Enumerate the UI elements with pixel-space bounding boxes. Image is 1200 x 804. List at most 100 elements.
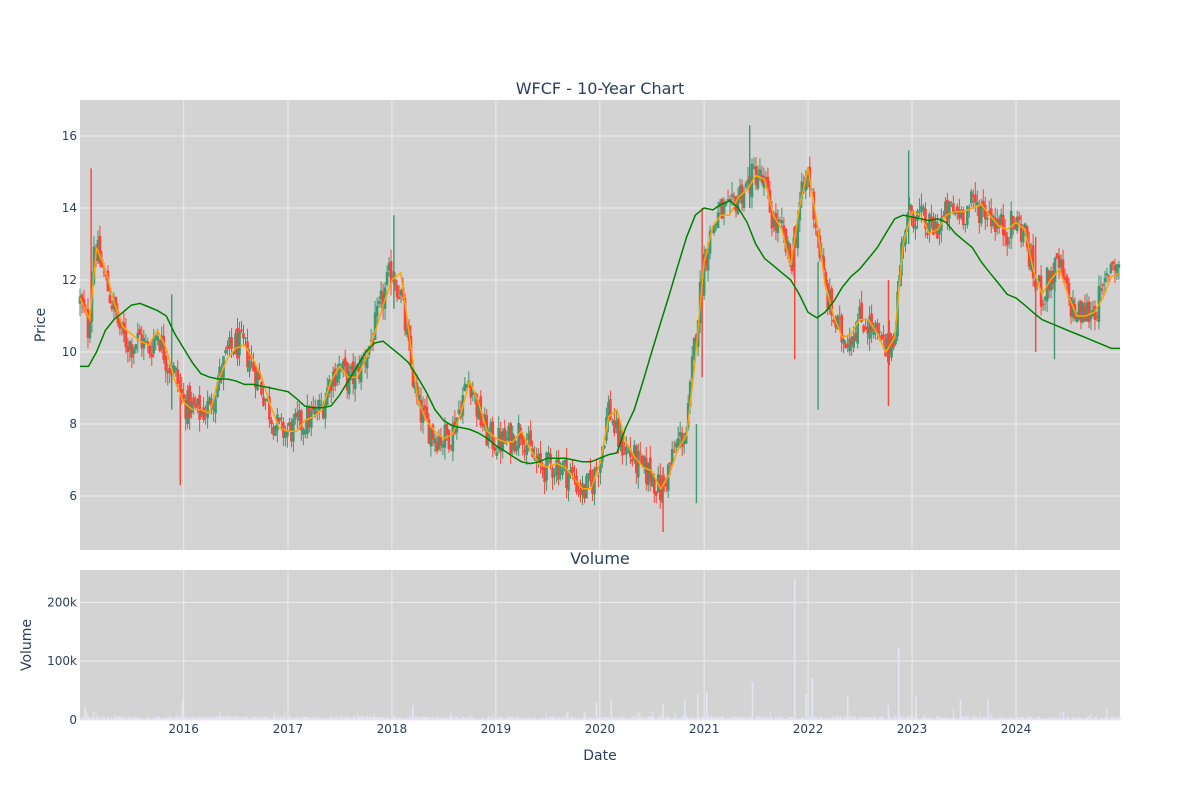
volume-bar: [194, 717, 196, 720]
volume-bar: [353, 716, 355, 720]
candle-body: [918, 210, 921, 212]
volume-bar: [690, 717, 692, 720]
volume-bar: [540, 718, 542, 720]
candle-body: [625, 446, 628, 455]
volume-bar: [160, 718, 162, 720]
candle-body: [563, 459, 566, 464]
volume-bar: [411, 718, 413, 720]
candle-body: [617, 418, 620, 447]
volume-bar: [83, 718, 85, 720]
volume-bar: [1112, 716, 1114, 720]
candle-body: [182, 394, 185, 399]
volume-bar: [1014, 718, 1016, 720]
volume-bar: [538, 719, 540, 720]
volume-bar: [111, 716, 113, 720]
volume-spike-bar: [1062, 711, 1065, 720]
volume-bar: [824, 719, 826, 720]
candle-body: [234, 333, 237, 355]
candle-body: [1099, 288, 1103, 292]
volume-bar: [452, 717, 454, 720]
volume-bar: [364, 717, 366, 720]
volume-bar: [397, 719, 399, 720]
volume-bar: [191, 718, 193, 720]
volume-bar: [452, 716, 454, 720]
volume-bar: [798, 719, 800, 720]
candle-body: [188, 385, 191, 418]
candle-body: [920, 205, 923, 213]
volume-bar: [1053, 718, 1055, 720]
volume-bar: [90, 718, 92, 720]
volume-spike-bar: [811, 677, 813, 720]
candle-body: [302, 428, 305, 435]
candle-body: [1019, 224, 1023, 242]
volume-bar: [1016, 717, 1018, 720]
volume-bar: [903, 718, 905, 720]
volume-bar: [378, 717, 380, 720]
volume-bar: [99, 716, 101, 720]
volume-bar: [521, 718, 523, 720]
volume-bar: [322, 717, 324, 720]
volume-bar: [1046, 718, 1048, 720]
volume-bar: [575, 716, 577, 720]
volume-bar: [972, 716, 974, 720]
volume-bar: [176, 714, 178, 720]
candle-body: [80, 294, 84, 303]
volume-bar: [869, 716, 871, 720]
volume-bar: [764, 716, 766, 720]
candle-body: [623, 453, 626, 455]
volume-bar: [603, 717, 605, 720]
candle-body: [844, 343, 847, 349]
volume-bar: [403, 719, 405, 720]
volume-bar: [1097, 719, 1099, 720]
volume-bar: [424, 716, 426, 720]
candle-body: [288, 422, 291, 427]
candle-body: [985, 217, 989, 220]
volume-bar: [801, 717, 803, 720]
volume-bar: [562, 717, 564, 720]
volume-bar: [940, 718, 942, 720]
volume-bar: [320, 717, 322, 720]
volume-bar: [670, 716, 672, 720]
volume-bar: [581, 717, 583, 720]
volume-bar: [136, 717, 138, 720]
volume-bar: [239, 716, 241, 720]
volume-bar: [969, 719, 971, 720]
volume-bar: [606, 717, 608, 720]
candle-body: [559, 470, 562, 476]
volume-bar: [1008, 719, 1010, 720]
volume-bar: [1070, 718, 1072, 720]
volume-bar: [446, 717, 448, 720]
volume-bar: [1118, 716, 1120, 720]
volume-bar: [258, 717, 260, 720]
volume-bar: [500, 717, 502, 720]
volume-bar: [699, 717, 701, 720]
volume-bar: [1080, 717, 1082, 720]
volume-bar: [753, 719, 755, 720]
volume-bar: [504, 719, 506, 720]
volume-bar: [774, 718, 776, 720]
volume-bar: [189, 716, 191, 720]
volume-bar: [560, 718, 562, 720]
volume-bar: [1083, 718, 1085, 720]
volume-bar: [173, 717, 175, 720]
volume-bar: [494, 718, 496, 720]
candle-body: [1105, 273, 1109, 276]
volume-bar: [620, 718, 622, 720]
candle-body: [806, 170, 810, 179]
volume-bar: [540, 718, 542, 720]
volume-bar: [779, 716, 781, 720]
candle-body: [1101, 284, 1105, 286]
volume-bar: [1075, 718, 1077, 720]
volume-chart-title: Volume: [570, 549, 630, 568]
volume-bar: [694, 717, 696, 720]
volume-spike-bar: [1106, 709, 1108, 720]
volume-bar: [729, 718, 731, 720]
volume-spike-bar: [987, 699, 989, 720]
volume-bar: [197, 716, 199, 720]
volume-bar: [368, 718, 370, 720]
volume-bar: [329, 716, 331, 720]
volume-bar: [589, 716, 591, 720]
candle-body: [313, 406, 317, 415]
volume-bar: [630, 718, 632, 720]
volume-bar: [167, 717, 169, 720]
